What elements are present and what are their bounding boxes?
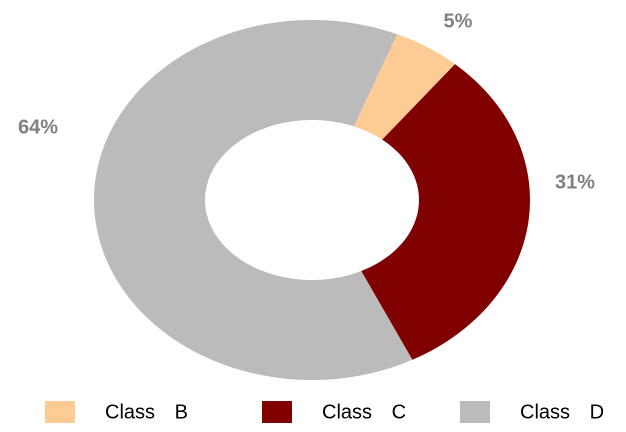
data-label: 5%: [444, 10, 473, 32]
legend-swatch: [45, 401, 75, 423]
data-label: 64%: [18, 116, 58, 138]
legend-label: Class C: [322, 401, 406, 423]
donut-segment: [361, 64, 530, 360]
legend-label: Class D: [520, 401, 604, 423]
data-label: 31%: [555, 171, 595, 193]
donut-segment: [93, 19, 413, 380]
donut-segment: [353, 34, 456, 140]
legend-swatch: [460, 401, 490, 423]
legend-swatch: [262, 401, 292, 423]
legend-label: Class B: [105, 401, 188, 423]
